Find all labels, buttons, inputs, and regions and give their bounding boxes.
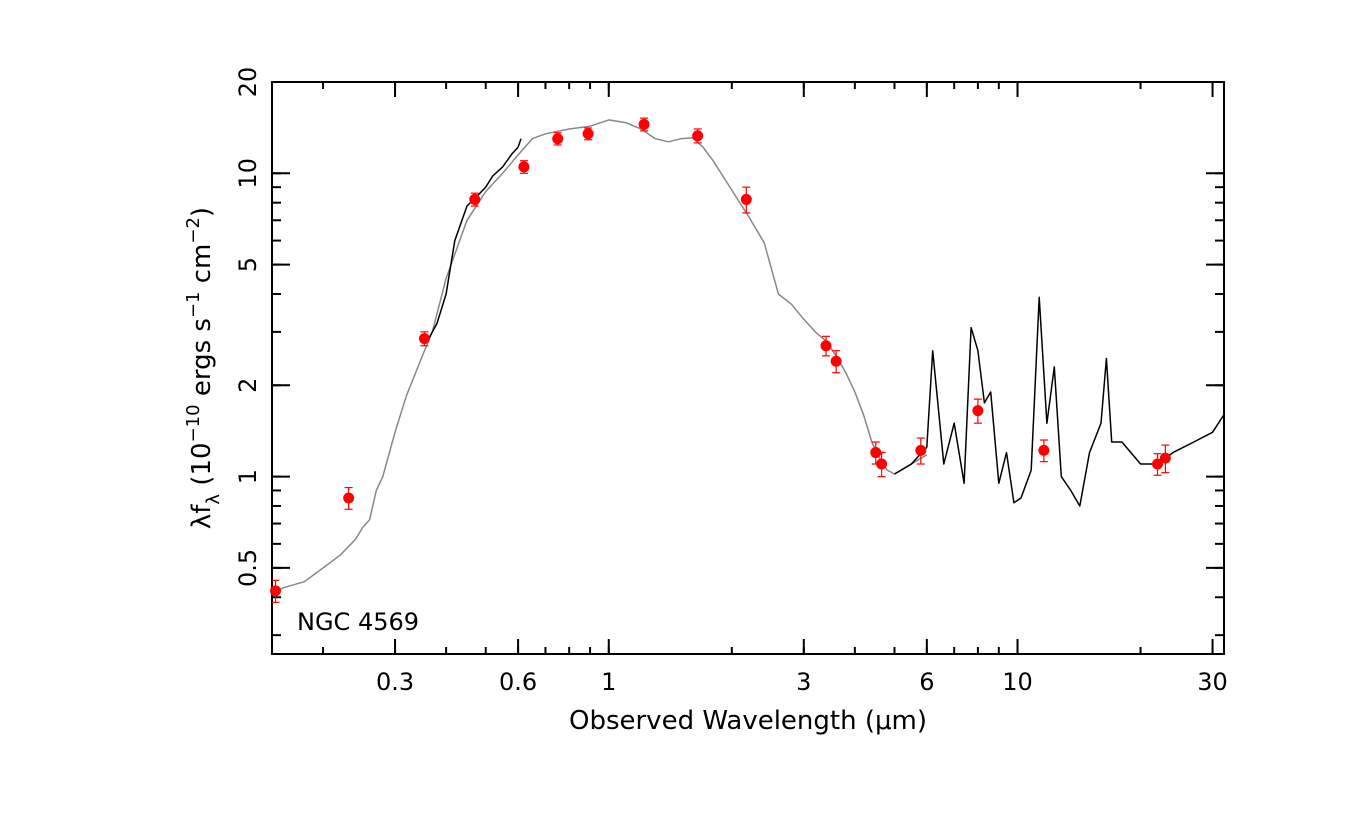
photometry-point: [1038, 444, 1050, 456]
photometry-point: [692, 130, 704, 142]
x-axis-title: Observed Wavelength (μm): [569, 706, 927, 736]
y-axis-title-open: (10: [187, 442, 217, 494]
y-axis-title-exp2: −1: [183, 291, 204, 318]
major-ticks: [272, 81, 1224, 654]
photometry-points: [270, 117, 1171, 603]
x-tick-label: 3: [796, 668, 811, 696]
photometry-point: [418, 333, 430, 345]
x-tick-label: 0.6: [499, 668, 537, 696]
series-model-spectrum: [271, 119, 928, 595]
y-axis-title-exp1: −10: [183, 404, 204, 442]
y-tick-label: 5: [234, 257, 262, 272]
y-axis-title-close: ): [187, 207, 217, 217]
series-observed-ir: [894, 296, 1225, 507]
y-tick-labels: 0.5 1 2 5 10 20: [234, 67, 262, 587]
photometry-point: [870, 447, 882, 459]
y-tick-label: 1: [234, 469, 262, 484]
y-axis-title-exp3: −2: [183, 217, 204, 244]
x-tick-label: 6: [919, 668, 934, 696]
photometry-point: [469, 193, 481, 205]
x-tick-label: 30: [1197, 668, 1228, 696]
photometry-point: [1159, 452, 1171, 464]
photometry-point: [820, 340, 832, 352]
y-axis-title: λfλ (10−10 ergs s−1 cm−2): [183, 207, 224, 529]
photometry-point: [876, 458, 888, 470]
photometry-point: [1151, 458, 1163, 470]
series-observed-optical: [426, 138, 522, 342]
x-tick-label: 10: [1002, 668, 1033, 696]
minor-ticks: [272, 81, 1224, 654]
y-axis-title-prefix: λf: [187, 504, 217, 529]
photometry-point: [552, 133, 564, 145]
photometry-point: [830, 355, 842, 367]
plot-frame: [271, 81, 1225, 655]
photometry-point: [740, 193, 752, 205]
galaxy-name-annotation: NGC 4569: [297, 608, 419, 636]
y-tick-label: 0.5: [234, 549, 262, 587]
x-tick-label: 1: [601, 668, 616, 696]
photometry-point: [915, 444, 927, 456]
photometry-point: [582, 128, 594, 140]
y-tick-label: 20: [234, 67, 262, 98]
photometry-point: [638, 118, 650, 130]
photometry-point: [972, 405, 984, 417]
y-tick-label: 2: [234, 378, 262, 393]
y-axis-title-sub: λ: [203, 494, 224, 505]
photometry-point: [270, 585, 282, 597]
y-axis-title-mid2: cm: [187, 244, 217, 292]
photometry-point: [518, 161, 530, 173]
x-tick-labels: 0.3 0.6 1 3 6 10 30: [376, 668, 1228, 696]
spectrum-lines: [271, 119, 1225, 595]
y-axis-title-mid: ergs s: [187, 318, 217, 404]
x-tick-label: 0.3: [376, 668, 414, 696]
photometry-point: [343, 492, 355, 504]
y-tick-label: 10: [234, 158, 262, 189]
